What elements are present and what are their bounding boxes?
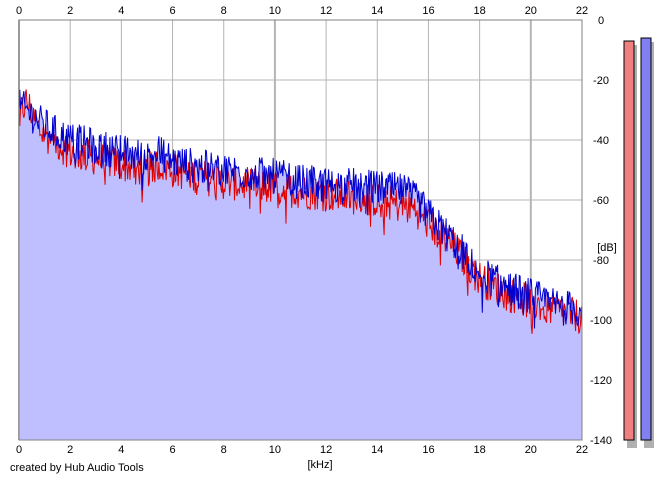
x-ticks-bottom: 0 2 4 6 8 10 12 14 16 18 20 22 (16, 444, 588, 456)
x-tick-label: 22 (576, 5, 588, 17)
x-tick-label: 10 (269, 5, 281, 17)
x-tick-label: 4 (118, 444, 124, 456)
y-tick-label: -60 (593, 195, 609, 207)
level-meters (623, 37, 654, 448)
x-tick-label: 14 (371, 5, 383, 17)
x-tick-label: 4 (118, 5, 124, 17)
x-tick-label: 6 (169, 444, 175, 456)
x-axis-label: [kHz] (307, 459, 332, 471)
x-tick-label: 10 (269, 444, 281, 456)
spectrum-lines (18, 89, 583, 334)
x-tick-label: 8 (221, 5, 227, 17)
x-tick-label: 16 (422, 5, 434, 17)
y-tick-label: -40 (593, 135, 609, 147)
y-tick-label: -20 (593, 75, 609, 87)
x-tick-label: 0 (16, 444, 22, 456)
series-line-blue (18, 89, 583, 329)
y-axis-label: [dB] (597, 242, 617, 254)
x-tick-label: 6 (169, 5, 175, 17)
x-tick-label: 20 (525, 5, 537, 17)
x-tick-label: 18 (474, 444, 486, 456)
x-tick-label: 0 (16, 5, 22, 17)
y-ticks: 0 -20 -40 -60 -80 -100 -120 -140 (590, 15, 612, 447)
x-tick-label: 16 (422, 444, 434, 456)
x-tick-label: 22 (576, 444, 588, 456)
x-tick-label: 2 (67, 5, 73, 17)
x-tick-label: 18 (474, 5, 486, 17)
y-tick-label: -120 (590, 375, 612, 387)
x-tick-label: 12 (320, 5, 332, 17)
x-ticks-top: 0 2 4 6 8 10 12 14 16 18 20 22 (16, 5, 588, 17)
x-tick-label: 14 (371, 444, 383, 456)
y-tick-label: -80 (593, 255, 609, 267)
x-tick-label: 8 (221, 444, 227, 456)
y-tick-label: 0 (598, 15, 604, 27)
level-meter-left (623, 40, 635, 441)
x-tick-label: 2 (67, 444, 73, 456)
plot-frame (18, 19, 583, 441)
x-tick-label: 12 (320, 444, 332, 456)
level-meter-right (640, 37, 652, 441)
y-tick-label: -140 (590, 435, 612, 447)
y-tick-label: -100 (590, 315, 612, 327)
x-tick-label: 20 (525, 444, 537, 456)
credit-text: created by Hub Audio Tools (10, 462, 144, 474)
